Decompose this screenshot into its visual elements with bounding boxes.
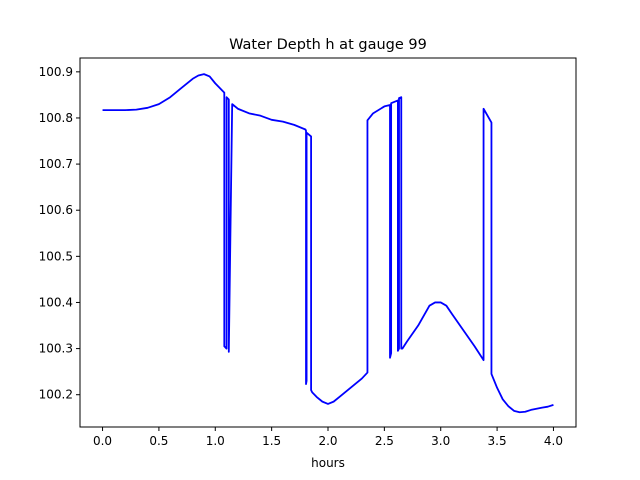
plot-area [102, 73, 554, 414]
y-tick-label: 100.3 [39, 342, 73, 356]
y-axis: 100.2 100.3 100.4 100.5 100.6 100.7 100.8 100.9 [39, 65, 80, 402]
y-tick-label: 100.9 [39, 65, 73, 79]
x-tick-label: 1.5 [262, 434, 281, 448]
x-tick-label: 0.0 [93, 434, 112, 448]
x-tick-label: 2.5 [375, 434, 394, 448]
x-tick-label: 3.5 [488, 434, 507, 448]
y-tick-label: 100.4 [39, 295, 73, 309]
x-tick-label: 1.0 [206, 434, 225, 448]
x-tick-label: 0.5 [149, 434, 168, 448]
chart-title: Water Depth h at gauge 99 [229, 37, 427, 53]
y-tick-label: 100.7 [39, 157, 73, 171]
y-tick-label: 100.8 [39, 111, 73, 125]
y-tick-label: 100.2 [39, 388, 73, 402]
x-axis: 0.0 0.5 1.0 1.5 2.0 2.5 3.0 3.5 4.0 [93, 427, 563, 448]
x-tick-label: 3.0 [431, 434, 450, 448]
series-line [102, 73, 554, 414]
x-axis-label: hours [311, 456, 345, 470]
y-tick-label: 100.6 [39, 203, 73, 217]
x-tick-label: 4.0 [544, 434, 563, 448]
y-tick-label: 100.5 [39, 249, 73, 263]
x-tick-label: 2.0 [318, 434, 337, 448]
